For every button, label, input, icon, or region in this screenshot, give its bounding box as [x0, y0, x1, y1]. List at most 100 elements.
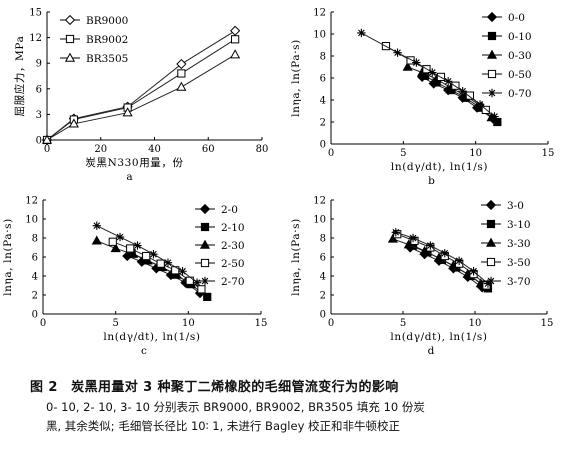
data-point-b-4-7: [490, 112, 499, 121]
data-point-b-4-1: [393, 48, 402, 57]
x-axis-label-a: 炭黑N330用量，份: [85, 157, 183, 169]
y-tick-label-d: 12: [313, 196, 326, 207]
panel-label-b: b: [428, 175, 435, 187]
y-tick-label-c: 4: [32, 272, 38, 283]
series-c-3: 2-50: [108, 237, 245, 294]
y-tick-label-a: 6: [36, 84, 42, 95]
data-point-d-4-5: [469, 267, 478, 276]
y-tick-label-c: 10: [25, 215, 38, 226]
data-point-b-3-5: [465, 91, 474, 100]
legend-label-c-3: 2-50: [221, 258, 245, 270]
legend-marker-c-3: [200, 258, 210, 268]
legend-label-d-4: 3-70: [507, 276, 531, 288]
series-a-2: BR3505: [41, 49, 241, 144]
legend-marker-c-2: [199, 239, 211, 249]
legend-label-c-1: 2-10: [221, 222, 245, 234]
data-point-b-4-6: [475, 100, 485, 109]
y-tick-label-c: 2: [32, 291, 38, 302]
series-d-2: 3-30: [387, 233, 531, 288]
x-tick-label-b: 0: [328, 148, 334, 159]
x-tick-label-c: 15: [255, 318, 268, 329]
data-point-c-3-6: [197, 285, 206, 294]
panel-label-d: d: [428, 345, 435, 357]
data-point-c-2-1: [110, 243, 121, 253]
legend-label-a-1: BR9002: [86, 34, 128, 46]
data-point-b-4-3: [428, 68, 437, 77]
data-point-a-2-3: [176, 81, 187, 91]
data-point-c-4-6: [192, 278, 202, 287]
legend-marker-c-0: [199, 203, 211, 215]
series-c-4: 2-70: [92, 221, 245, 288]
data-point-c-4-1: [115, 232, 125, 242]
data-point-c-2-2: [128, 248, 139, 258]
y-tick-label-a: 9: [36, 59, 42, 70]
series-b-2: 0-30: [402, 49, 532, 122]
legend-label-d-0: 3-0: [507, 200, 524, 212]
legend-label-d-2: 3-30: [507, 238, 531, 250]
y-axis-label-b: lnηa, ln(Pa·s): [290, 39, 302, 117]
panel-label-c: c: [141, 345, 147, 357]
y-tick-label-b: 8: [320, 52, 326, 63]
figure-caption: 图 2 炭黑用量对 3 种聚丁二烯橡胶的毛细管流变行为的影响 0- 10, 2-…: [30, 378, 560, 436]
x-tick-label-a: 0: [44, 144, 50, 155]
y-axis-label-d: lnηa, ln(Pa·s): [290, 218, 302, 296]
y-tick-label-d: 2: [320, 291, 326, 302]
legend-marker-c-1: [200, 222, 210, 232]
y-tick-label-d: 10: [313, 215, 326, 226]
data-point-d-2-0: [387, 233, 398, 243]
legend-marker-d-3: [486, 257, 496, 267]
data-point-c-3-1: [126, 244, 135, 253]
legend-label-c-4: 2-70: [221, 276, 245, 288]
data-point-b-4-4: [443, 77, 453, 86]
data-point-b-4-5: [458, 87, 467, 96]
y-tick-label-b: 0: [320, 140, 326, 151]
data-point-d-4-2: [426, 241, 435, 250]
y-tick-label-c: 12: [25, 196, 38, 207]
data-point-c-1-5: [203, 292, 212, 301]
data-point-c-4-2: [133, 241, 142, 250]
data-point-c-4-3: [149, 249, 158, 259]
caption-title: 图 2 炭黑用量对 3 种聚丁二烯橡胶的毛细管流变行为的影响: [30, 380, 399, 395]
y-tick-label-c: 0: [32, 310, 38, 321]
y-tick-label-b: 4: [320, 96, 326, 107]
legend-label-c-2: 2-30: [221, 240, 245, 252]
series-b-0: 0-0: [417, 12, 525, 124]
panel-b: 0 5 10 15 0 2 4 6 8 10 12 ln(dγ/dt), ln(1/s) lnηa, l…: [290, 8, 554, 188]
data-point-a-2-4: [230, 49, 241, 59]
legend-marker-b-1: [487, 31, 497, 41]
legend-marker-d-4: [486, 276, 496, 286]
x-tick-label-b: 10: [469, 148, 482, 159]
data-point-d-4-4: [454, 256, 464, 265]
legend-marker-d-0: [485, 199, 497, 211]
y-tick-label-b: 10: [313, 30, 326, 41]
x-tick-label-a: 60: [202, 144, 215, 155]
y-tick-label-d: 4: [320, 272, 326, 283]
y-tick-label-b: 2: [320, 118, 326, 129]
y-tick-label-d: 0: [320, 310, 326, 321]
data-point-a-1-3: [177, 69, 186, 78]
y-tick-label-a: 0: [36, 136, 42, 147]
y-tick-label-b: 6: [320, 74, 326, 85]
legend-label-b-3: 0-50: [508, 69, 532, 81]
x-tick-label-b: 15: [542, 148, 555, 159]
panel-d: 0 5 10 15 0 2 4 6 8 10 12 ln(dγ/dt), ln(1/s) lnηa, l…: [290, 196, 553, 358]
data-point-c-4-4: [163, 258, 173, 267]
data-point-a-0-3: [176, 58, 187, 70]
x-tick-label-d: 5: [400, 318, 406, 329]
y-tick-label-c: 6: [32, 253, 38, 264]
y-axis-label-a: 屈服应力，MPa: [13, 36, 26, 117]
data-point-b-4-2: [412, 58, 421, 67]
legend-marker-a-2: [64, 52, 76, 62]
caption-note-2: 黑, 其余类似; 毛细管长径比 10∶ 1, 未进行 Bagley 校正和非牛顿…: [46, 419, 401, 433]
y-tick-label-c: 8: [32, 234, 38, 245]
x-tick-label-a: 20: [94, 144, 107, 155]
panel-c: 0 5 10 15 0 2 4 6 8 10 12 ln(dγ/dt), ln(1/s) lnηa, l…: [2, 196, 267, 358]
data-point-b-1-5: [493, 117, 502, 127]
data-point-c-2-5: [171, 269, 182, 279]
data-point-a-2-1: [68, 118, 79, 128]
data-point-d-4-0: [391, 228, 400, 237]
data-point-c-3-0: [108, 237, 117, 246]
legend-label-b-4: 0-70: [508, 88, 532, 100]
legend-marker-d-2: [485, 237, 497, 247]
